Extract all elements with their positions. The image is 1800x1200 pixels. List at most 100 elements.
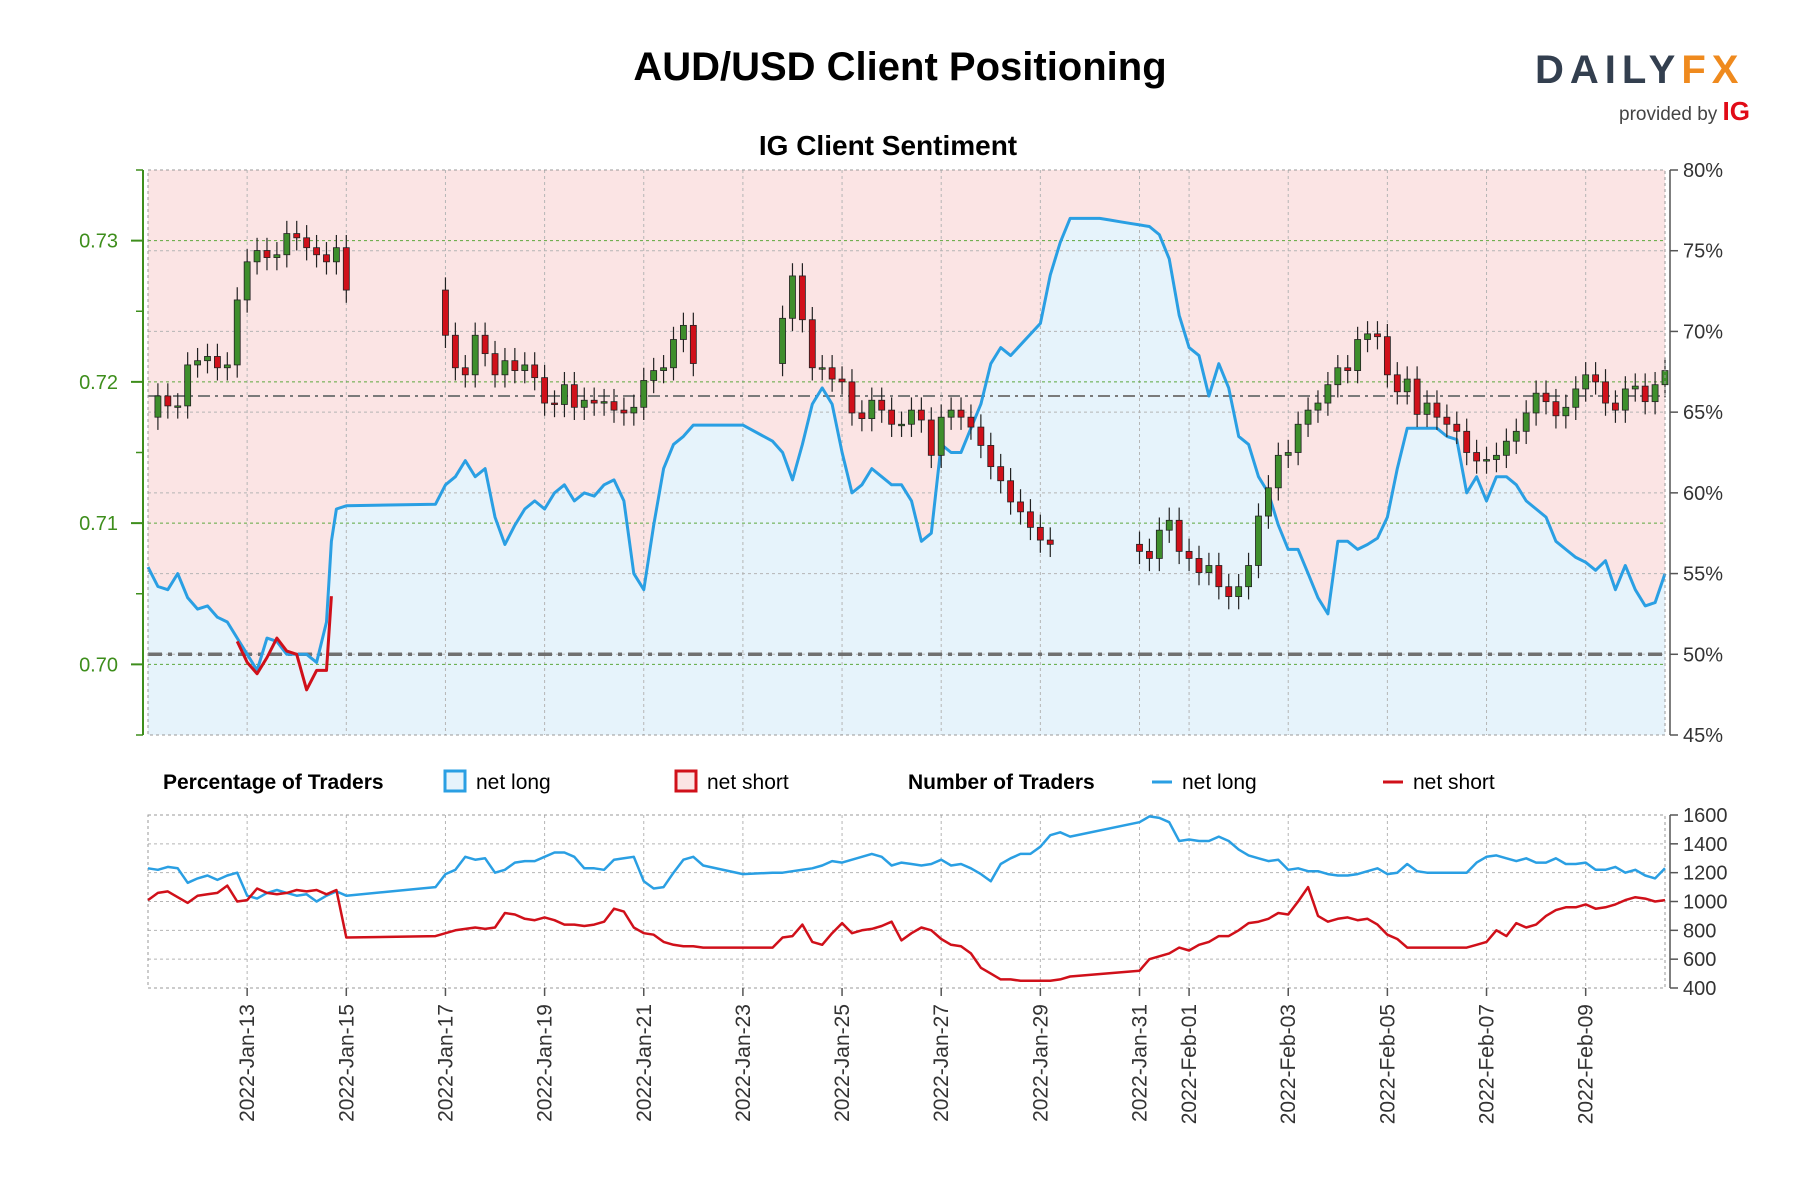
candle-up-body: [233, 299, 241, 366]
candle-up-body: [1403, 378, 1411, 393]
candle-up-body: [1304, 409, 1312, 425]
left-axis-tick-label: 0.72: [79, 372, 118, 394]
price-candle: [501, 347, 509, 388]
candle-down-body: [442, 289, 449, 336]
candle-down-body: [1413, 378, 1421, 415]
candle-up-body: [660, 367, 667, 371]
candle-up-body: [1324, 384, 1332, 404]
candle-down-body: [570, 384, 578, 408]
candle-up-body: [1165, 519, 1173, 531]
candle-up-body: [243, 261, 251, 301]
candle-down-body: [1641, 385, 1649, 403]
price-candle: [947, 397, 955, 430]
candle-down-body: [541, 377, 549, 404]
price-candle: [977, 414, 985, 459]
candle-up-body: [1512, 430, 1520, 442]
price-candle: [997, 453, 1005, 494]
price-candle: [1592, 362, 1599, 395]
lower-axis-tick-label: 600: [1683, 949, 1716, 971]
price-candle: [194, 347, 201, 378]
price-candle: [521, 352, 529, 384]
candle-down-body: [451, 334, 459, 369]
price-candle: [273, 242, 281, 271]
price-candle: [660, 355, 667, 384]
price-candle: [1046, 527, 1054, 558]
price-candle: [561, 371, 568, 418]
price-candle: [1443, 404, 1451, 437]
candle-up-body: [1532, 392, 1540, 414]
price-candle: [233, 287, 241, 378]
candle-up-body: [1245, 565, 1252, 588]
x-axis-tick-label: 2022-Jan-25: [831, 1004, 854, 1122]
price-candle: [898, 411, 905, 437]
price-candle: [313, 234, 320, 268]
x-axis-tick-label: 2022-Jan-13: [236, 1004, 259, 1122]
price-candle: [680, 312, 687, 353]
price-candle: [620, 397, 628, 426]
candle-down-body: [1046, 539, 1054, 545]
price-candle: [908, 397, 915, 437]
candle-down-body: [848, 381, 856, 414]
candle-down-body: [214, 356, 221, 369]
candle-up-body: [1264, 487, 1272, 517]
price-candle: [1324, 371, 1332, 416]
candle-up-body: [1502, 440, 1510, 456]
candle-up-body: [650, 370, 658, 381]
candle-down-body: [1374, 333, 1381, 338]
right-axis-tick-label: 60%: [1683, 483, 1723, 505]
price-candle: [868, 387, 876, 432]
candle-down-body: [1146, 550, 1153, 559]
right-axis-tick-label: 50%: [1683, 644, 1723, 666]
price-candle: [551, 390, 558, 418]
logo-provided-by: provided by IG: [1619, 96, 1750, 126]
candle-down-body: [987, 445, 995, 468]
candle-up-body: [1334, 367, 1342, 386]
price-candle: [1621, 376, 1629, 423]
price-candle: [303, 225, 311, 261]
x-axis-tick-label: 2022-Feb-07: [1476, 1004, 1499, 1124]
candle-down-body: [342, 247, 350, 291]
right-axis-tick-label: 75%: [1683, 241, 1723, 263]
price-candle: [789, 263, 796, 332]
price-candle: [263, 237, 271, 271]
price-candle: [1532, 380, 1540, 426]
price-candle: [1255, 503, 1262, 579]
price-candle: [253, 237, 261, 275]
page-title: AUD/USD Client Positioning: [633, 45, 1167, 89]
candle-up-body: [947, 409, 955, 418]
candle-down-body: [1602, 381, 1609, 404]
candle-down-body: [888, 409, 896, 425]
candle-down-body: [1473, 452, 1481, 462]
candle-down-body: [808, 319, 816, 369]
candle-up-body: [1294, 423, 1302, 453]
candle-down-body: [1383, 336, 1391, 376]
net-long-count-line: [147, 815, 1666, 903]
price-candle: [1185, 538, 1193, 572]
candle-up-body: [174, 405, 182, 408]
price-candle: [808, 307, 816, 381]
candle-up-body: [1274, 454, 1282, 489]
price-candle: [848, 369, 856, 426]
price-candle: [1334, 355, 1342, 398]
x-axis-tick-label: 2022-Jan-17: [434, 1004, 457, 1122]
candle-up-body: [1354, 339, 1362, 371]
candle-up-body: [154, 395, 162, 418]
candle-down-body: [927, 419, 935, 456]
price-candle: [1264, 475, 1272, 529]
candle-down-body: [1592, 374, 1599, 383]
candle-down-body: [917, 409, 925, 421]
candle-up-body: [1582, 374, 1590, 390]
price-candle: [888, 397, 896, 437]
x-axis-tick-label: 2022-Jan-27: [930, 1004, 953, 1122]
candle-down-body: [798, 275, 806, 321]
price-candle: [1403, 366, 1411, 405]
price-candle: [1036, 514, 1044, 553]
upper-plot-border: [147, 169, 1666, 736]
legend-num-title: Number of Traders: [908, 771, 1095, 794]
legend-pct-long-swatch: [443, 769, 467, 793]
price-candle: [670, 326, 677, 381]
price-candle: [630, 394, 638, 426]
right-axis-tick-label: 65%: [1683, 402, 1723, 424]
candle-down-body: [303, 237, 311, 249]
candle-down-body: [1007, 480, 1015, 503]
